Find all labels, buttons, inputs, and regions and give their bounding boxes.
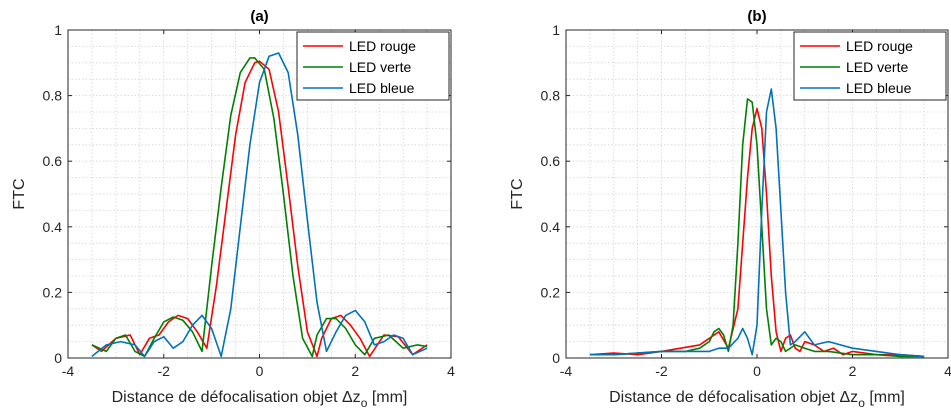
legend-entry-2: LED verte [846,59,908,75]
chart-1: -4 -2 0 2 4 0 0.2 0.4 0.6 0.8 1 (b) FTC Distance de d… [509,8,951,410]
y-tick-label: 0.4 [541,219,561,235]
legend-entry-3: LED bleue [846,80,912,96]
y-tick-label: 0.6 [541,153,561,169]
x-tick-label: 2 [351,363,359,379]
legend: LED rouge LED verte LED bleue [296,31,450,101]
y-tick-label: 0.4 [43,219,63,235]
x-axis-label-text: Distance de défocalisation objet Δz [609,389,858,406]
y-tick-label: 0 [552,350,560,366]
legend-box [793,31,947,101]
y-axis-label: FTC [11,178,28,209]
x-tick-label: -4 [62,363,75,379]
y-tick-label: 0.6 [43,153,63,169]
x-tick-label: -2 [158,363,171,379]
y-axis-label: FTC [509,178,526,209]
series-line-2 [91,57,428,358]
x-tick-label: 4 [447,363,455,379]
x-axis-label-subscript: o [858,396,865,410]
x-tick-label: 0 [753,363,761,379]
series-line-3 [91,52,428,358]
series-line-3 [589,88,925,358]
x-tick-label: 2 [849,363,857,379]
x-axis-label: Distance de défocalisation objet Δzo [mm… [609,389,905,410]
y-tick-label: 0.8 [541,88,561,104]
chart-title: (a) [250,8,268,25]
x-tick-label: 0 [256,363,264,379]
legend: LED rouge LED verte LED bleue [793,31,947,101]
x-axis-label-unit: [mm] [865,389,905,406]
legend-entry-2: LED verte [349,59,411,75]
x-axis-label-text: Distance de défocalisation objet Δz [112,389,361,406]
x-tick-label: -4 [560,363,573,379]
y-tick-label: 0.2 [541,284,561,300]
y-tick-label: 1 [552,22,560,38]
legend-entry-3: LED bleue [349,80,415,96]
x-axis-label-subscript: o [361,396,368,410]
x-axis-label-unit: [mm] [367,389,407,406]
x-tick-label: -2 [655,363,668,379]
y-tick-label: 1 [54,22,62,38]
y-tick-label: 0 [54,350,62,366]
legend-entry-1: LED rouge [349,38,416,54]
chart-0: -4 -2 0 2 4 0 0.2 0.4 0.6 0.8 1 (a) FTC Distance de d… [11,8,455,410]
series-line-2 [589,98,925,358]
y-tick-label: 0.2 [43,284,63,300]
x-axis-label: Distance de défocalisation objet Δzo [mm… [112,389,408,410]
chart-title: (b) [747,8,766,25]
legend-entry-1: LED rouge [846,38,913,54]
x-tick-label: 4 [944,363,951,379]
y-tick-label: 0.8 [43,88,63,104]
series-line-1 [589,107,925,358]
